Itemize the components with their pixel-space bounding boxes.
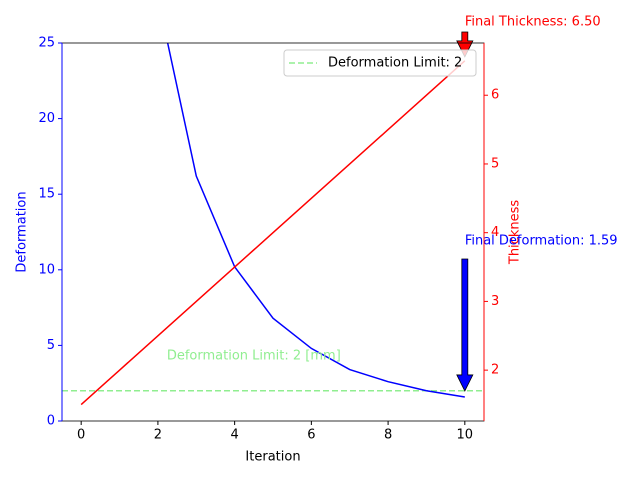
x-tick-label: 8 bbox=[384, 428, 392, 443]
y-tick-label: 5 bbox=[47, 338, 55, 353]
y-tick-label: 25 bbox=[38, 36, 55, 51]
legend-label: Deformation Limit: 2 bbox=[328, 56, 462, 71]
x-tick-label: 4 bbox=[230, 428, 238, 443]
x-axis-label: Iteration bbox=[245, 450, 300, 465]
y2-tick-label: 5 bbox=[491, 156, 499, 171]
x-tick-label: 0 bbox=[77, 428, 85, 443]
plot-area bbox=[62, 43, 484, 406]
x-tick-label: 6 bbox=[307, 428, 315, 443]
annotation-arrow bbox=[456, 258, 474, 392]
y2-tick-label: 6 bbox=[491, 88, 499, 103]
annotation: Final Deformation: 1.59 bbox=[465, 234, 618, 249]
y2-tick-label: 2 bbox=[491, 363, 499, 378]
y-tick-label: 0 bbox=[47, 414, 55, 429]
y-tick-label: 20 bbox=[38, 111, 55, 126]
y2-tick-label: 4 bbox=[491, 225, 499, 240]
threshold-label: Deformation Limit: 2 [mm] bbox=[167, 348, 341, 363]
x-tick-label: 10 bbox=[457, 428, 474, 443]
y-tick-label: 10 bbox=[38, 262, 55, 277]
y2-tick-label: 3 bbox=[491, 294, 499, 309]
y2-axis-label: Thickness bbox=[508, 200, 523, 265]
y-axis-label: Deformation bbox=[15, 191, 30, 272]
annotation: Final Thickness: 6.50 bbox=[465, 15, 601, 30]
y-tick-label: 15 bbox=[38, 187, 55, 202]
line-series bbox=[166, 43, 465, 398]
annotation-arrow bbox=[456, 31, 474, 58]
x-tick-label: 2 bbox=[154, 428, 162, 443]
legend-box bbox=[283, 49, 477, 77]
line-series bbox=[80, 60, 466, 406]
